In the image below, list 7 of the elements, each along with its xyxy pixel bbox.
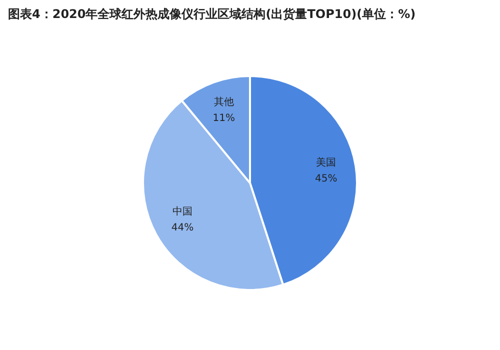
slice-label: 中国 [172, 206, 192, 218]
data-label: 45% [314, 174, 338, 185]
chart-title: 图表4：2020年全球红外热成像仪行业区域结构(出货量TOP10)(单位：%) [8, 6, 416, 23]
slice-label: 美国 [316, 156, 336, 169]
slice-label: 其他 [214, 96, 234, 108]
data-label: 44% [171, 222, 194, 234]
data-label: 11% [212, 113, 236, 124]
